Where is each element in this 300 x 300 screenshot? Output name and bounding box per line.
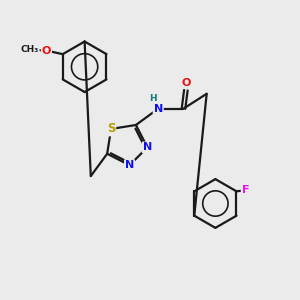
- Text: N: N: [154, 103, 163, 114]
- Text: S: S: [107, 122, 115, 135]
- Text: CH₃: CH₃: [21, 45, 39, 54]
- Text: H: H: [149, 94, 157, 103]
- Text: N: N: [125, 160, 134, 170]
- Text: O: O: [42, 46, 51, 56]
- Text: N: N: [143, 142, 152, 152]
- Text: F: F: [242, 185, 249, 195]
- Text: O: O: [181, 78, 190, 88]
